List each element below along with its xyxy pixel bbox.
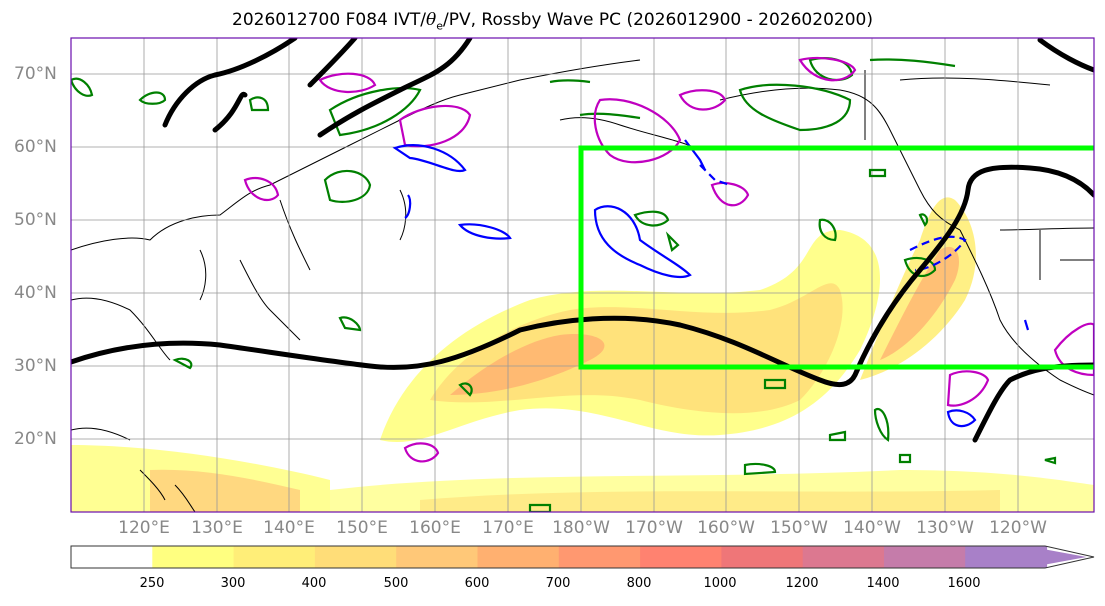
- colorbar-segment: [314, 546, 397, 568]
- colorbar-label-1200: 1200: [785, 576, 819, 591]
- black-contour-main: [71, 164, 1094, 388]
- colorbar-label-800: 800: [626, 576, 652, 591]
- lon-label-130e: 130°E: [191, 518, 243, 538]
- lat-label-70n: 70°N: [14, 64, 57, 84]
- lat-label-50n: 50°N: [14, 210, 57, 230]
- black-contour-north: [162, 38, 298, 128]
- ivt-band-main-core: [450, 334, 605, 395]
- colorbar-label-400: 400: [301, 576, 327, 591]
- black-contours: [71, 38, 1094, 443]
- lon-label-170e: 170°E: [482, 518, 534, 538]
- lon-label-150w: 150°W: [770, 518, 828, 538]
- ivt-band-south-east-core: [420, 490, 1000, 512]
- lon-label-120w: 120°W: [989, 518, 1047, 538]
- colorbar-extend-arrow: [965, 546, 1087, 568]
- ivt-shading: [71, 197, 1094, 512]
- lon-label-150e: 150°E: [336, 518, 388, 538]
- lat-label-40n: 40°N: [14, 283, 57, 303]
- lon-label-160w: 160°W: [697, 518, 755, 538]
- lon-label-120e: 120°E: [118, 518, 170, 538]
- colorbar-label-1000: 1000: [703, 576, 737, 591]
- lat-label-30n: 30°N: [14, 356, 57, 376]
- colorbar-label-500: 500: [383, 576, 409, 591]
- lat-label-60n: 60°N: [14, 137, 57, 157]
- map-title: 2026012700 F084 IVT/θe/PV, Rossby Wave P…: [232, 10, 873, 33]
- colorbar-segment: [233, 546, 316, 568]
- lon-label-160e: 160°E: [409, 518, 461, 538]
- lon-label-170w: 170°W: [625, 518, 683, 538]
- colorbar-segment: [558, 546, 641, 568]
- colorbar-label-1400: 1400: [866, 576, 900, 591]
- colorbar-label-1600: 1600: [947, 576, 981, 591]
- colorbar-segment: [152, 546, 235, 568]
- lon-label-130w: 130°W: [916, 518, 974, 538]
- colorbar-segment: [721, 546, 804, 568]
- coastlines: [71, 59, 1094, 512]
- colorbar-segment: [802, 546, 885, 568]
- lon-label-180w: 180°W: [552, 518, 610, 538]
- colorbar-segment: [640, 546, 722, 568]
- colorbar-segment: [477, 546, 560, 568]
- colorbar: [70, 545, 1095, 569]
- colorbar-segment: [884, 546, 966, 568]
- black-contour-north-east: [317, 38, 473, 138]
- lat-label-20n: 20°N: [14, 429, 57, 449]
- colorbar-segment: [71, 546, 153, 568]
- colorbar-label-700: 700: [545, 576, 571, 591]
- lon-label-140e: 140°E: [263, 518, 315, 538]
- colorbar-outline: [70, 545, 1095, 569]
- colorbar-label-600: 600: [464, 576, 490, 591]
- colorbar-label-250: 250: [139, 576, 165, 591]
- colorbar-segment: [396, 546, 478, 568]
- colorbar-label-300: 300: [220, 576, 246, 591]
- blue-contours: [392, 139, 1030, 428]
- rossby-wave-box: [578, 145, 1094, 370]
- ivt-band-east-core: [880, 246, 960, 360]
- lon-label-140w: 140°W: [843, 518, 901, 538]
- map-border: [70, 37, 1095, 513]
